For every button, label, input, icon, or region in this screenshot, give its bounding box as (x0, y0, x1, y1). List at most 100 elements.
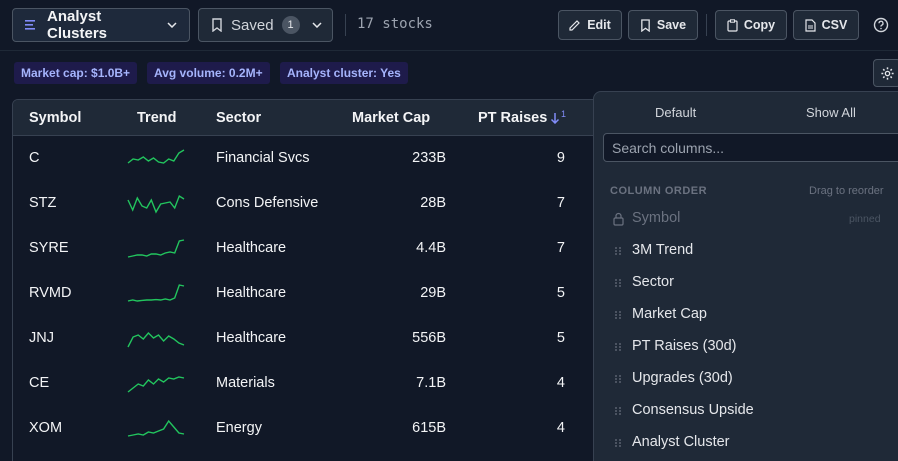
cell-sector: Financial Svcs (216, 150, 310, 166)
grip-icon (615, 247, 621, 255)
cell-market-cap: 29B (420, 285, 446, 301)
lock-icon (613, 212, 624, 226)
list-icon (25, 20, 35, 30)
table-row[interactable]: XOM Energy 615B 4 (13, 406, 611, 451)
question-icon[interactable] (873, 17, 889, 33)
column-item[interactable]: Consensus Upside (594, 397, 898, 427)
cell-market-cap: 4.4B (416, 240, 446, 256)
sparkline-path (127, 419, 185, 437)
cell-market-cap: 556B (412, 330, 446, 346)
cell-sector: Healthcare (216, 330, 287, 346)
filter-chip-market-cap[interactable]: Market cap: $1.0B+ (14, 62, 138, 84)
copy-label: Copy (743, 18, 776, 32)
filter-chip-avg-volume[interactable]: Avg volume: 0.2M+ (147, 62, 270, 84)
column-item[interactable]: Sector (594, 269, 898, 299)
stock-count: 17 stocks (357, 16, 433, 32)
cell-pt-raises: 5 (556, 285, 565, 301)
trend-sparkline (127, 284, 185, 302)
tab-show-all[interactable]: Show All (806, 105, 856, 120)
header-trend[interactable]: Trend (137, 110, 177, 126)
column-item[interactable]: 3M Trend (594, 237, 898, 267)
chevron-down-icon (167, 22, 177, 28)
copy-button[interactable]: Copy (715, 10, 787, 40)
cell-pt-raises: 4 (556, 375, 565, 391)
column-order-title: COLUMN ORDER (610, 185, 708, 197)
column-settings-button[interactable] (873, 59, 898, 87)
edit-label: Edit (587, 18, 611, 32)
cell-pt-raises: 7 (556, 240, 565, 256)
view-select[interactable]: Analyst Clusters (12, 8, 190, 42)
sparkline-path (127, 194, 185, 214)
column-settings-panel: Default Show All COLUMN ORDER Drag to re… (593, 91, 898, 461)
toolbar-divider (345, 14, 346, 36)
cell-pt-raises: 5 (556, 330, 565, 346)
column-item-label: Consensus Upside (632, 402, 754, 418)
toolbar: Analyst Clusters Saved 1 17 stocks Edit … (0, 0, 898, 51)
column-item-label: Analyst Cluster (632, 434, 730, 450)
grip-icon (615, 439, 621, 447)
chevron-down-icon (312, 22, 322, 28)
trend-sparkline (127, 194, 185, 214)
filter-chip-analyst-cluster[interactable]: Analyst cluster: Yes (280, 62, 408, 84)
column-item[interactable]: PT Raises (30d) (594, 333, 898, 363)
cell-market-cap: 28B (420, 195, 446, 211)
saved-views-button[interactable]: Saved 1 (198, 8, 333, 42)
grip-icon (615, 375, 621, 383)
trend-sparkline (127, 419, 185, 437)
csv-label: CSV (821, 18, 848, 32)
trend-sparkline (127, 376, 185, 393)
save-label: Save (656, 18, 687, 32)
trend-sparkline (127, 331, 185, 348)
cell-market-cap: 7.1B (416, 375, 446, 391)
edit-icon (569, 20, 581, 31)
sparkline-path (127, 331, 185, 348)
clipboard-icon (727, 18, 738, 32)
cell-symbol: STZ (29, 195, 57, 211)
table-row[interactable]: CE Materials 7.1B 4 (13, 361, 611, 406)
header-market-cap[interactable]: Market Cap (352, 110, 431, 126)
stock-table: Symbol Trend Sector Market Cap PT Raises… (12, 99, 612, 461)
grip-icon (615, 343, 621, 351)
saved-label: Saved (231, 16, 274, 34)
cell-market-cap: 615B (412, 420, 446, 436)
header-sector[interactable]: Sector (216, 110, 262, 126)
column-item[interactable]: Market Cap (594, 301, 898, 331)
cell-pt-raises: 9 (556, 150, 565, 166)
column-item[interactable]: Symbol pinned (594, 205, 898, 235)
arrow-down-icon (550, 113, 560, 124)
column-item[interactable]: Analyst Cluster (594, 429, 898, 459)
drag-hint: Drag to reorder (809, 185, 884, 197)
sparkline-path (127, 149, 185, 164)
column-item-label: PT Raises (30d) (632, 338, 737, 354)
column-item-label: Sector (632, 274, 674, 290)
pinned-tag: pinned (849, 213, 881, 225)
grip-icon (615, 407, 621, 415)
table-header: Symbol Trend Sector Market Cap PT Raises… (13, 100, 611, 136)
header-symbol[interactable]: Symbol (29, 110, 82, 126)
grip-icon (615, 311, 621, 319)
toolbar-divider (706, 14, 707, 36)
cell-symbol: XOM (29, 420, 63, 436)
column-item-label: Upgrades (30d) (632, 370, 733, 386)
cell-sector: Healthcare (216, 240, 287, 256)
table-row[interactable]: SYRE Healthcare 4.4B 7 (13, 226, 611, 271)
cell-symbol: CE (29, 375, 50, 391)
table-row[interactable]: STZ Cons Defensive 28B 7 (13, 181, 611, 226)
tab-default[interactable]: Default (655, 105, 697, 120)
cell-symbol: SYRE (29, 240, 69, 256)
table-row[interactable]: RVMD Healthcare 29B 5 (13, 271, 611, 316)
table-row[interactable]: JNJ Healthcare 556B 5 (13, 316, 611, 361)
header-pt-raises[interactable]: PT Raises (478, 110, 548, 126)
table-row[interactable]: C Financial Svcs 233B 9 (13, 136, 611, 181)
save-button[interactable]: Save (628, 10, 698, 40)
cell-sector: Energy (216, 420, 262, 436)
sparkline-path (127, 239, 185, 258)
column-search-input[interactable] (603, 133, 898, 162)
csv-export-button[interactable]: CSV (793, 10, 859, 40)
column-item[interactable]: Upgrades (30d) (594, 365, 898, 395)
bookmark-icon (641, 18, 650, 32)
column-item-label: Market Cap (632, 306, 707, 322)
edit-button[interactable]: Edit (558, 10, 622, 40)
cell-sector: Cons Defensive (216, 195, 319, 211)
sort-rank: 1 (561, 109, 567, 119)
